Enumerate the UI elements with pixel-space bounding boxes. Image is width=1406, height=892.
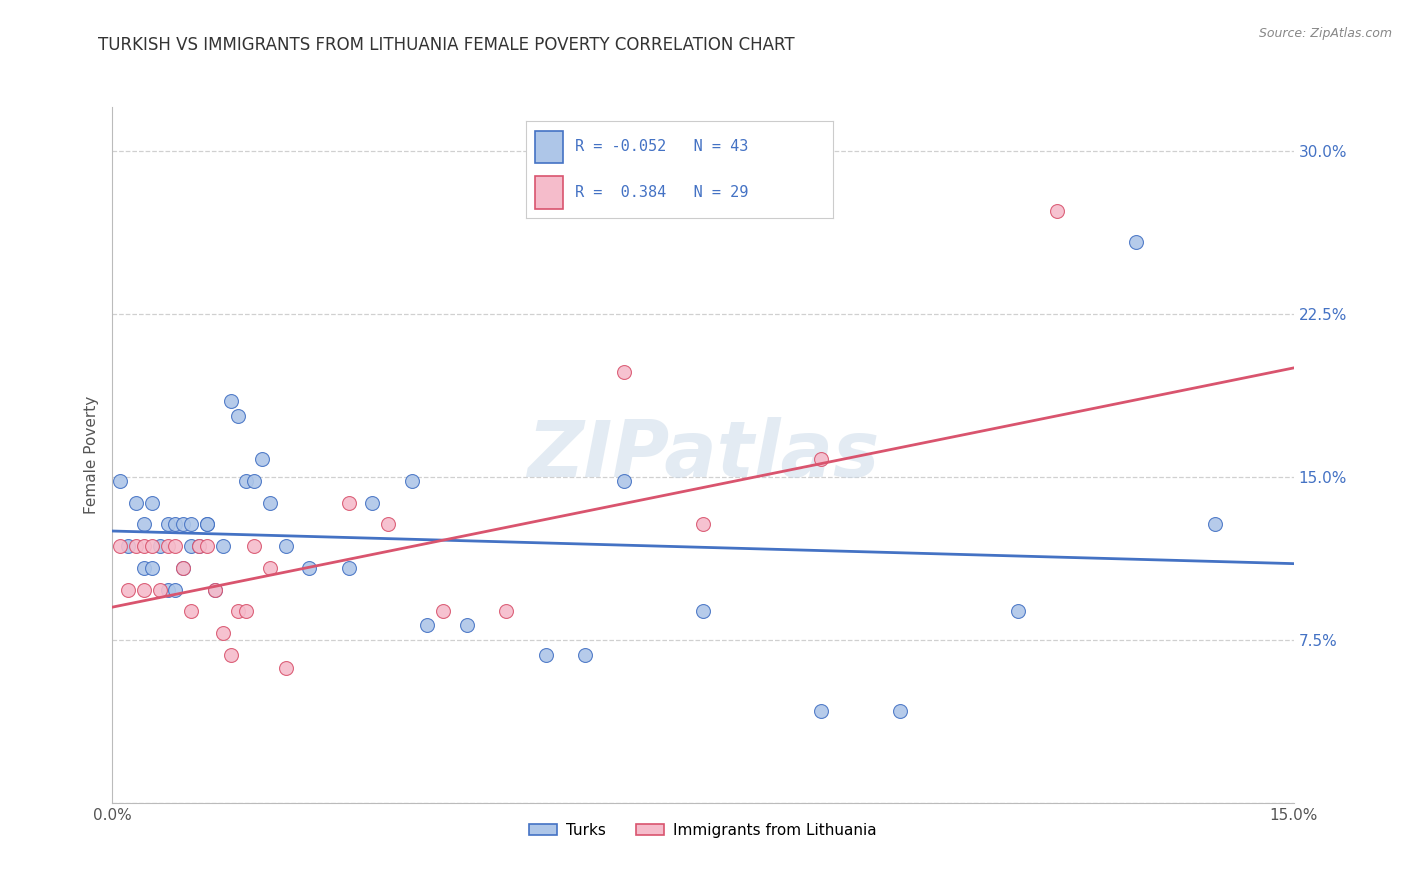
Point	[432, 605, 454, 619]
Point	[180, 517, 202, 532]
Point	[259, 496, 281, 510]
Point	[337, 561, 360, 575]
Point	[219, 393, 242, 408]
Point	[1204, 517, 1226, 532]
Point	[195, 517, 218, 532]
Point	[141, 539, 163, 553]
Point	[692, 605, 714, 619]
Point	[456, 617, 478, 632]
Point	[195, 517, 218, 532]
Point	[495, 605, 517, 619]
Point	[889, 705, 911, 719]
Point	[165, 582, 187, 597]
Point	[377, 517, 399, 532]
Point	[165, 517, 187, 532]
Point	[337, 496, 360, 510]
Point	[416, 617, 439, 632]
Point	[613, 474, 636, 488]
Point	[195, 539, 218, 553]
Point	[180, 605, 202, 619]
Point	[243, 474, 266, 488]
Point	[235, 605, 257, 619]
Point	[810, 452, 832, 467]
Point	[172, 561, 194, 575]
Point	[172, 561, 194, 575]
Point	[110, 539, 132, 553]
Point	[298, 561, 321, 575]
Point	[274, 661, 297, 675]
Point	[211, 626, 233, 640]
Point	[1125, 235, 1147, 249]
Point	[110, 474, 132, 488]
Point	[188, 539, 211, 553]
Point	[149, 539, 172, 553]
Point	[132, 561, 155, 575]
Point	[534, 648, 557, 662]
Point	[180, 539, 202, 553]
Text: Source: ZipAtlas.com: Source: ZipAtlas.com	[1258, 27, 1392, 40]
Point	[132, 539, 155, 553]
Point	[1046, 204, 1069, 219]
Point	[141, 496, 163, 510]
Point	[132, 517, 155, 532]
Point	[149, 582, 172, 597]
Point	[211, 539, 233, 553]
Point	[156, 517, 179, 532]
Point	[259, 561, 281, 575]
Legend: Turks, Immigrants from Lithuania: Turks, Immigrants from Lithuania	[523, 817, 883, 844]
Point	[401, 474, 423, 488]
Text: ZIPatlas: ZIPatlas	[527, 417, 879, 493]
Point	[125, 539, 148, 553]
Point	[156, 539, 179, 553]
Point	[250, 452, 273, 467]
Point	[156, 582, 179, 597]
Point	[165, 539, 187, 553]
Point	[692, 517, 714, 532]
Point	[132, 582, 155, 597]
Text: TURKISH VS IMMIGRANTS FROM LITHUANIA FEMALE POVERTY CORRELATION CHART: TURKISH VS IMMIGRANTS FROM LITHUANIA FEM…	[98, 36, 794, 54]
Y-axis label: Female Poverty: Female Poverty	[83, 396, 98, 514]
Point	[172, 517, 194, 532]
Point	[613, 365, 636, 379]
Point	[188, 539, 211, 553]
Point	[117, 539, 139, 553]
Point	[228, 409, 250, 423]
Point	[204, 582, 226, 597]
Point	[219, 648, 242, 662]
Point	[574, 648, 596, 662]
Point	[117, 582, 139, 597]
Point	[235, 474, 257, 488]
Point	[141, 561, 163, 575]
Point	[1007, 605, 1029, 619]
Point	[274, 539, 297, 553]
Point	[228, 605, 250, 619]
Point	[243, 539, 266, 553]
Point	[361, 496, 384, 510]
Point	[810, 705, 832, 719]
Point	[204, 582, 226, 597]
Point	[125, 496, 148, 510]
